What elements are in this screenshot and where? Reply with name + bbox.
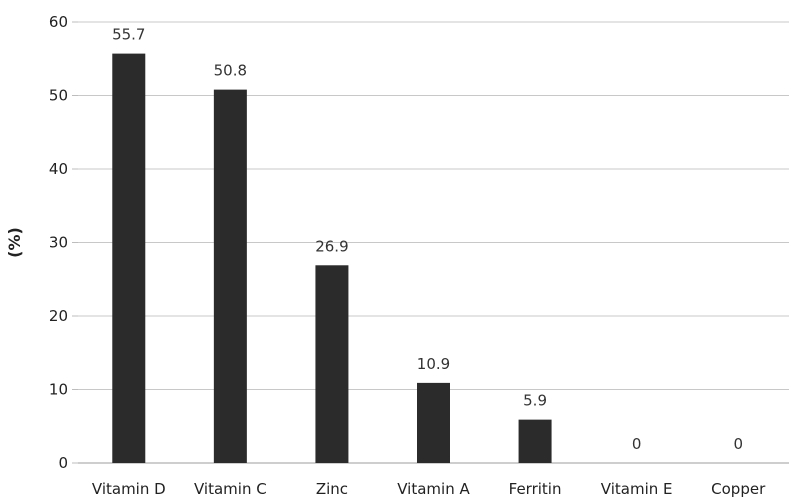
y-tick-label: 30 [49,234,68,252]
category-label: Vitamin E [601,480,673,498]
data-label: 55.7 [112,26,145,44]
bar-zinc [315,265,349,463]
category-label: Vitamin C [194,480,267,498]
x-axis-categories: Vitamin D Vitamin C Zinc Vitamin A Ferritin V… [92,480,766,498]
y-axis-label: (%) [5,227,24,258]
data-label: 0 [632,435,642,453]
bar-ferritin [518,419,552,463]
bar-vitamin-d [112,53,146,463]
data-label: 50.8 [214,62,247,80]
y-tick-label: 60 [49,13,68,31]
y-tick-label: 50 [49,87,68,105]
category-label: Vitamin A [397,480,470,498]
bar-vitamin-c [213,89,247,464]
category-label: Vitamin D [92,480,166,498]
y-tick-label: 40 [49,160,68,178]
y-tick-label: 20 [49,307,68,325]
bar-vitamin-a [417,382,450,463]
y-tick-label: 10 [49,381,68,399]
category-label: Zinc [316,480,348,498]
y-tick-label: 0 [58,454,68,472]
grid-lines [72,21,789,464]
category-label: Ferritin [509,480,562,498]
y-axis-ticks: 0 10 20 30 40 50 60 [49,13,68,472]
data-label: 5.9 [523,392,547,410]
category-label: Copper [711,480,766,498]
data-label: 10.9 [417,355,450,373]
data-label: 0 [733,435,743,453]
data-label: 26.9 [315,237,348,255]
data-labels: 55.7 50.8 26.9 10.9 5.9 0 0 [112,26,743,453]
bars [112,53,552,464]
